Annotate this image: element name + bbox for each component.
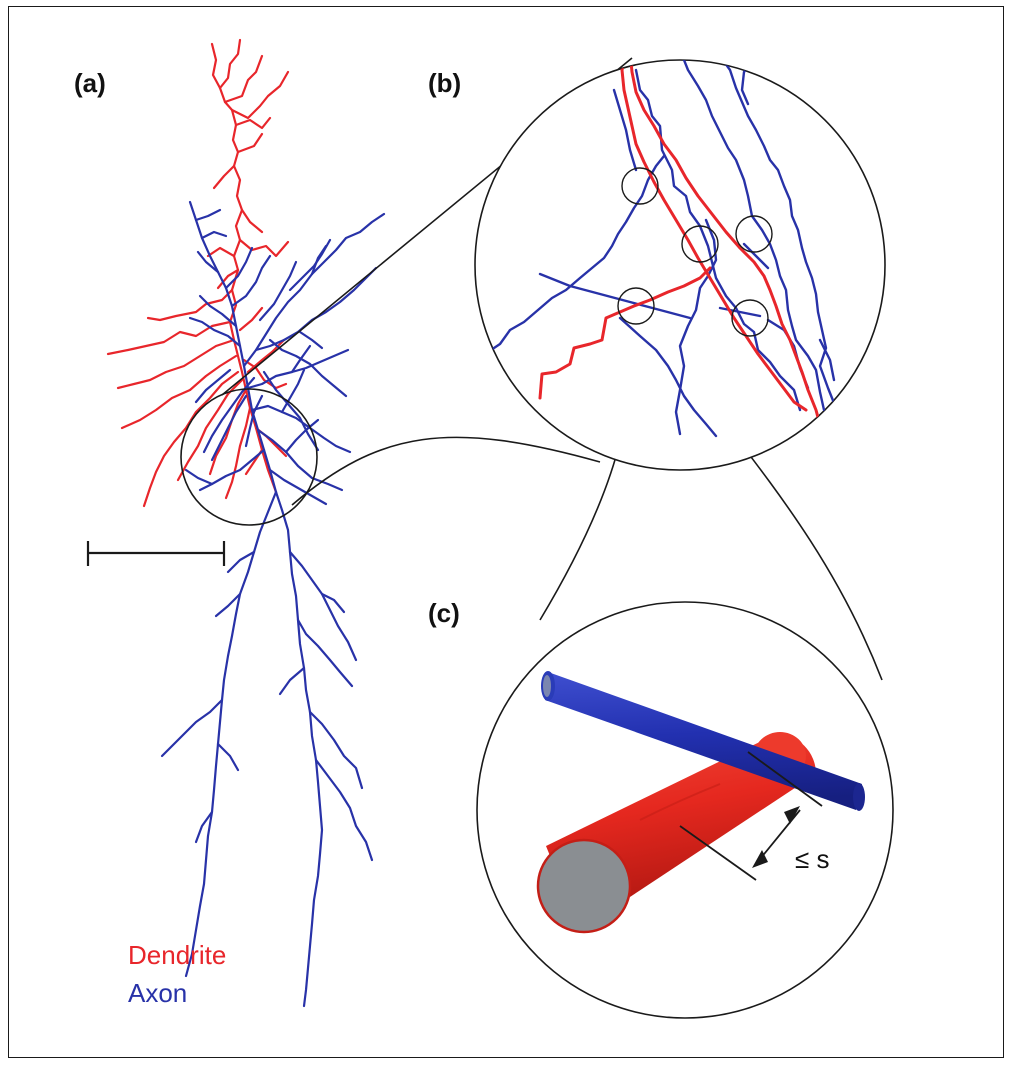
distance-label: ≤ s [795,844,830,874]
axon-branches [160,200,386,1008]
neuron-morphology [106,38,386,1008]
zoomed-axons [486,60,838,438]
distance-indicator [679,751,823,881]
panel-label-a: (a) [74,68,106,98]
legend-dendrite: Dendrite [128,940,226,970]
zoom-region-circle [180,388,318,526]
panel-label-c: (c) [428,598,460,628]
zoom-panel-b [474,59,886,471]
legend-axon: Axon [128,978,187,1008]
scale-bar [86,541,226,566]
zoomed-dendrites [538,60,826,442]
figure-frame [8,6,1004,1058]
axon-cylinder [541,671,865,811]
contact-markers [617,167,773,337]
zoom-panel-c [476,601,894,1019]
panel-label-b: (b) [428,68,461,98]
